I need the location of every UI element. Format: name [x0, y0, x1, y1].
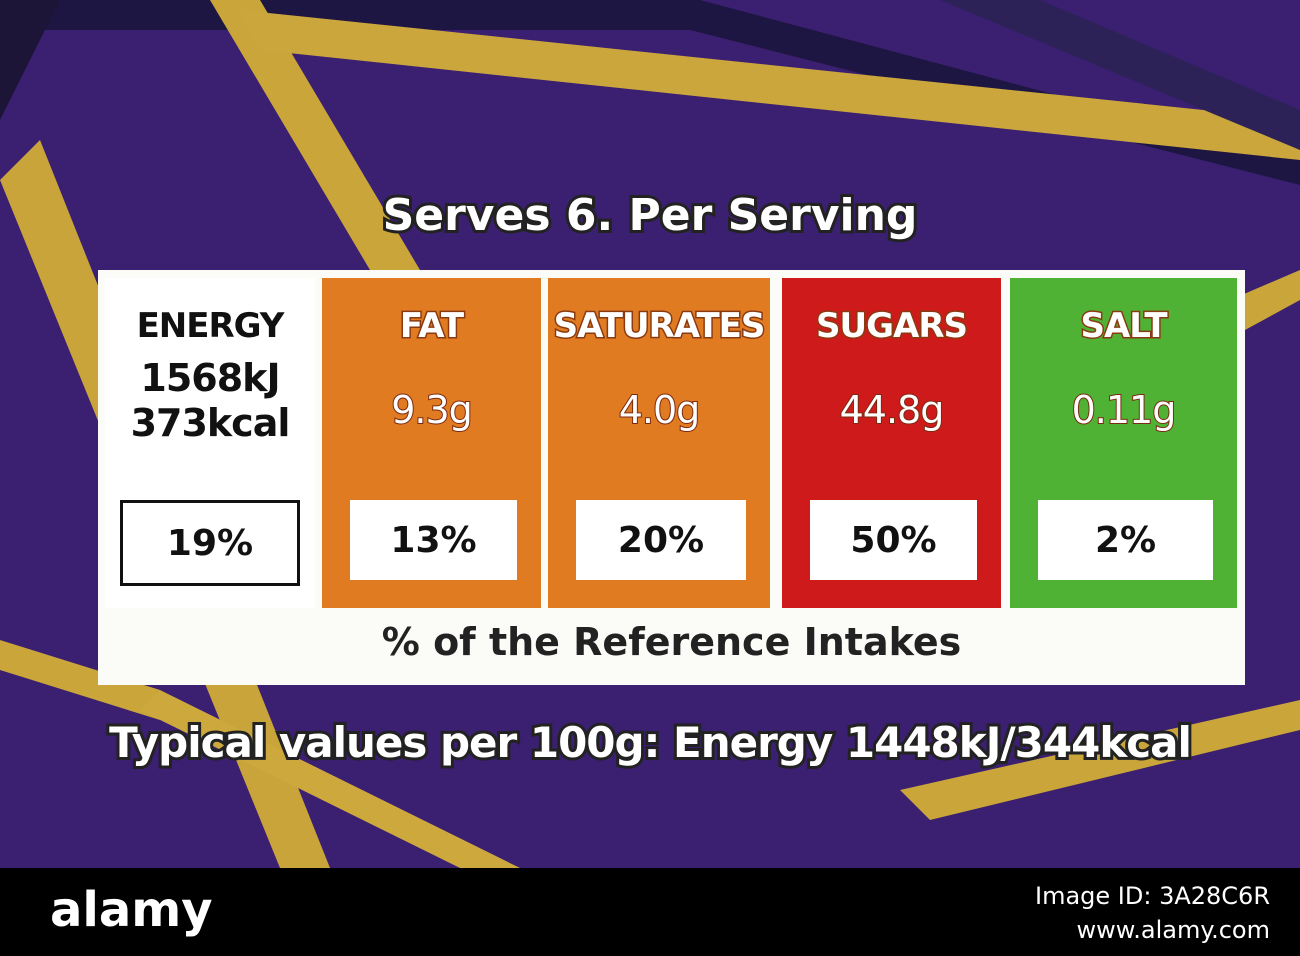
amount: 1568kJ: [140, 356, 280, 400]
typical-values: Typical values per 100g: Energy 1448kJ/3…: [106, 715, 1195, 770]
watermark-bar: alamy Image ID: 3A28C6R www.alamy.com: [0, 868, 1300, 956]
column-name: FAT: [398, 305, 465, 348]
percent: 2%: [1038, 500, 1213, 580]
logo: alamy: [50, 882, 213, 938]
column-name: ENERGY: [136, 306, 285, 346]
percent: 19%: [120, 500, 300, 586]
nutrition-panel: % of the Reference Intakes ENERGY 1568kJ 3…: [98, 270, 1245, 685]
column-name: SUGARS: [815, 305, 970, 348]
image-id: Image ID: 3A28C6R: [1035, 882, 1270, 910]
amount: 373kcal: [130, 401, 291, 445]
percent: 50%: [810, 500, 977, 580]
column: SUGARS 44.8g 50%: [782, 278, 1001, 608]
amount: 4.0g: [618, 387, 702, 433]
column: SATURATES 4.0g 20%: [548, 278, 770, 608]
amount: 9.3g: [390, 387, 474, 433]
column: ENERGY 1568kJ 373kcal 19%: [105, 278, 315, 608]
title: Serves 6. Per Serving: [380, 187, 921, 244]
percent: 20%: [576, 500, 746, 580]
percent: 13%: [350, 500, 517, 580]
amount: 0.11g: [1071, 387, 1178, 433]
amount: 44.8g: [839, 387, 946, 433]
column: SALT 0.11g 2%: [1010, 278, 1237, 608]
column-name: SALT: [1079, 305, 1169, 348]
column-name: SATURATES: [552, 305, 767, 348]
url: www.alamy.com: [1076, 916, 1270, 944]
column: FAT 9.3g 13%: [322, 278, 541, 608]
footer: % of the Reference Intakes: [381, 620, 962, 664]
